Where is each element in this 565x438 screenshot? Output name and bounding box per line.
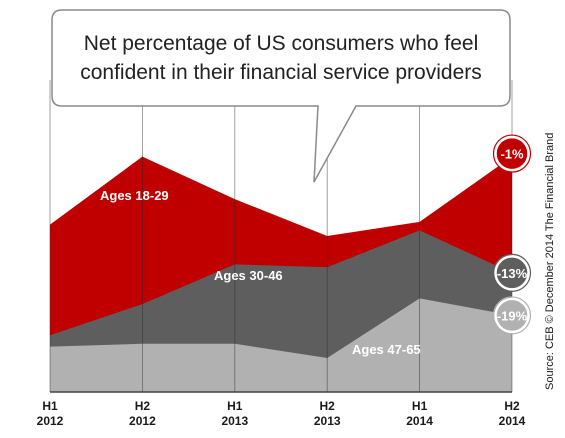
title-callout: Net percentage of US consumers who feel … xyxy=(51,9,511,183)
end-label-ages-47-65: -19% xyxy=(492,296,532,335)
x-tick-label-h2-2013: H2 2013 xyxy=(314,399,341,428)
x-tick-label-h2-2012: H2 2012 xyxy=(129,399,156,428)
chart-title-line-1: Net percentage of US consumers who feel xyxy=(84,32,479,55)
title-callout-box xyxy=(51,9,511,183)
series-labels: Ages 18-29 Ages 30-46 Ages 47-65 xyxy=(100,188,421,357)
x-tick-label-h2-2014: H2 2014 xyxy=(499,399,526,428)
end-value-labels: -1% -13% -19% xyxy=(492,134,532,335)
x-tick-label-h1-2012: H1 2012 xyxy=(37,399,64,428)
x-tick-label-h1-2013: H1 2013 xyxy=(221,399,248,428)
chart-title-line-2: confident in their financial service pro… xyxy=(80,61,482,84)
source-note: Source: CEB © December 2014 The Financia… xyxy=(544,133,556,390)
x-axis-ticks: H1 2012 H2 2012 H1 2013 H2 2013 H1 2014 H2 2014 xyxy=(37,399,526,428)
end-value-ages-18-29: -1% xyxy=(500,147,524,162)
chart-areas xyxy=(50,156,512,392)
series-label-ages-30-46: Ages 30-46 xyxy=(214,268,283,283)
area-ages-47-65 xyxy=(50,298,512,392)
end-value-ages-47-65: -19% xyxy=(497,308,528,323)
series-label-ages-18-29: Ages 18-29 xyxy=(100,188,169,203)
end-label-ages-30-46: -13% xyxy=(492,253,532,292)
end-value-ages-30-46: -13% xyxy=(497,266,528,281)
chart-gridlines xyxy=(49,80,513,392)
end-marker-ages-47-65 xyxy=(494,297,530,334)
x-tick-label-h1-2014: H1 2014 xyxy=(406,399,433,428)
series-label-ages-47-65: Ages 47-65 xyxy=(352,342,421,357)
end-marker-ages-18-29 xyxy=(494,135,530,172)
end-marker-ages-30-46 xyxy=(494,255,530,291)
end-label-ages-18-29: -1% xyxy=(492,134,532,173)
